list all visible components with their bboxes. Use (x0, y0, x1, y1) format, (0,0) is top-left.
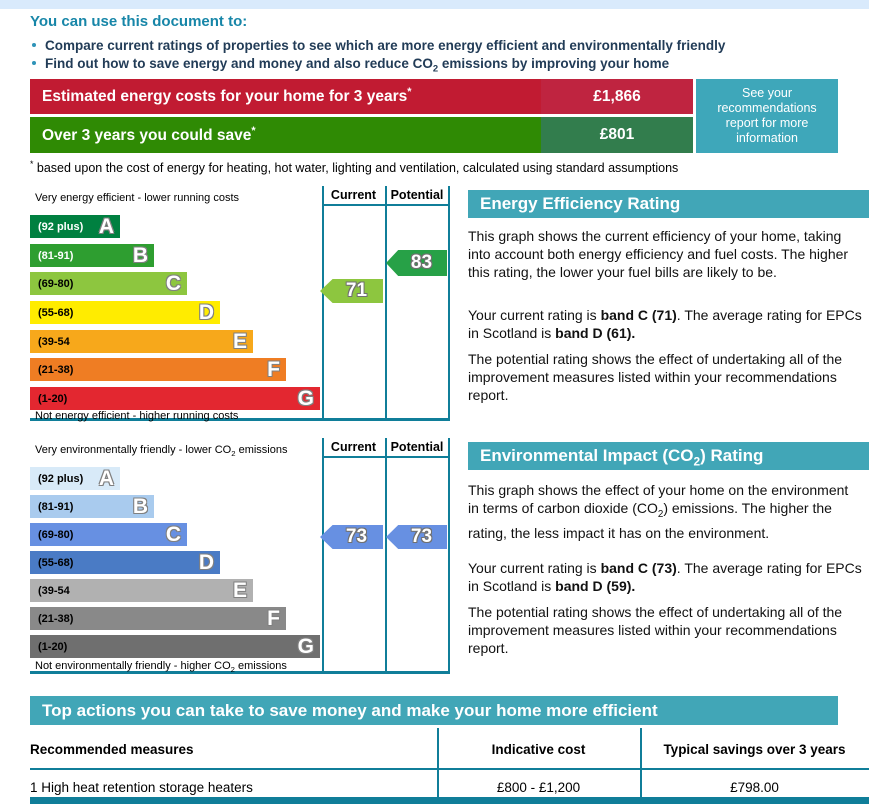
environment-potential-header: Potential (390, 440, 444, 454)
bullet-text: Find out how to save energy and money an… (45, 56, 670, 75)
bullet-icon (32, 61, 36, 65)
energy-chart-divider (448, 186, 450, 421)
environment-band-b: (81-91) B (30, 495, 154, 518)
energy-band-d: (55-68) D (30, 301, 220, 324)
energy-potential-header: Potential (390, 188, 444, 202)
actions-row-savings: £798.00 (730, 780, 779, 795)
environment-band-d: (55-68) D (30, 551, 220, 574)
energy-band-b: (81-91) B (30, 244, 154, 267)
energy-header-underline (322, 204, 450, 206)
bullet-item-2: Find out how to save energy and money an… (30, 55, 725, 78)
energy-potential-rating-arrow: 83 (386, 250, 447, 276)
energy-band-g: (1-20) G (30, 387, 320, 410)
intro-bullet-list: Compare current ratings of properties to… (30, 37, 725, 79)
actions-row-cost: £800 - £1,200 (496, 780, 581, 795)
actions-header-savings: Typical savings over 3 years (663, 742, 846, 757)
energy-panel-title: Energy Efficiency Rating (468, 190, 869, 218)
energy-band-a: (92 plus) A (30, 215, 120, 238)
bullet-item-1: Compare current ratings of properties to… (30, 37, 725, 54)
environment-band-a: (92 plus) A (30, 467, 120, 490)
bullet-text: Compare current ratings of properties to… (45, 38, 726, 53)
energy-band-e: (39-54 E (30, 330, 253, 353)
actions-column-divider (640, 728, 642, 797)
environment-chart-divider (322, 438, 324, 674)
environment-band-f: (21-38) F (30, 607, 286, 630)
actions-header-underline (30, 768, 869, 770)
cost-row2-label: Over 3 years you could save* (30, 117, 550, 153)
energy-panel-paragraph-2: Your current rating is band C (71). The … (468, 307, 862, 341)
environment-chart-divider (448, 438, 450, 674)
environment-panel-title: Environmental Impact (CO2) Rating (468, 442, 869, 470)
top-strip (0, 0, 869, 9)
energy-panel-paragraph-3: The potential rating shows the effect of… (468, 351, 843, 403)
cost-row1-label: Estimated energy costs for your home for… (30, 79, 550, 114)
energy-chart-bottom-border (30, 418, 450, 421)
environment-chart-divider (385, 438, 387, 674)
environment-potential-rating-arrow: 73 (386, 525, 447, 549)
actions-bottom-border (30, 797, 869, 804)
environment-panel-paragraph-3: The potential rating shows the effect of… (468, 604, 843, 656)
actions-header-measures: Recommended measures (30, 742, 194, 757)
actions-header-cost: Indicative cost (491, 742, 586, 757)
cost-row1-value: £1,866 (541, 79, 693, 114)
recommendations-note: See your recommendations report for more… (696, 79, 838, 153)
top-actions-title: Top actions you can take to save money a… (30, 696, 838, 725)
environment-band-e: (39-54 E (30, 579, 253, 602)
intro-heading: You can use this document to: (30, 13, 248, 30)
energy-band-c: (69-80) C (30, 272, 187, 295)
energy-current-rating-arrow: 71 (320, 279, 383, 303)
environment-header-underline (322, 456, 450, 458)
environment-panel-paragraph-1: This graph shows the effect of your home… (468, 482, 849, 541)
actions-column-divider (437, 728, 439, 797)
environment-bottom-caption: Not environmentally friendly - higher CO… (35, 660, 287, 675)
environment-current-header: Current (330, 440, 377, 454)
cost-row2-value: £801 (541, 117, 693, 153)
environment-current-rating-arrow: 73 (320, 525, 383, 549)
environment-panel-paragraph-2: Your current rating is band C (73). The … (468, 560, 862, 594)
energy-band-f: (21-38) F (30, 358, 286, 381)
energy-top-caption: Very energy efficient - lower running co… (35, 192, 240, 204)
energy-panel-paragraph-1: This graph shows the current efficiency … (468, 228, 849, 280)
actions-row-measure: 1 High heat retention storage heaters (30, 780, 253, 795)
cost-footnote: * based upon the cost of energy for heat… (30, 159, 679, 176)
energy-chart-divider (322, 186, 324, 421)
energy-chart-divider (385, 186, 387, 421)
environment-chart-bottom-border (30, 671, 450, 674)
energy-bottom-caption: Not energy efficient - higher running co… (35, 410, 239, 422)
environment-top-caption: Very environmentally friendly - lower CO… (35, 444, 288, 459)
environment-band-g: (1-20) G (30, 635, 320, 658)
bullet-icon (32, 43, 36, 47)
energy-current-header: Current (330, 188, 377, 202)
environment-band-c: (69-80) C (30, 523, 187, 546)
